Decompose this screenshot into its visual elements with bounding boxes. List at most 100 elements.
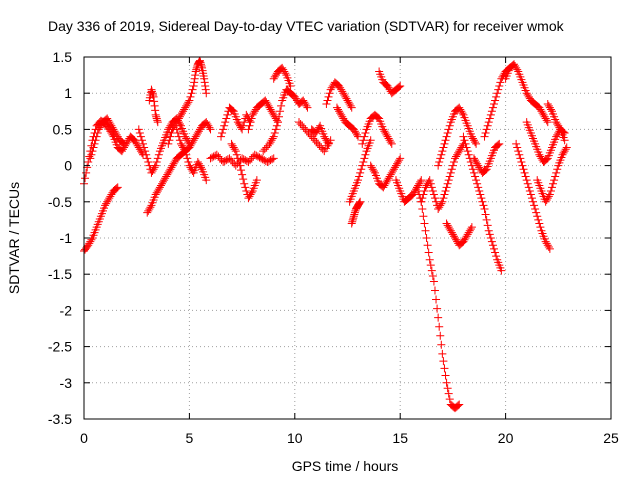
data-point (190, 74, 199, 83)
data-point (266, 138, 275, 147)
data-point (553, 119, 562, 128)
data-point (543, 100, 552, 109)
data-point (479, 201, 488, 210)
data-point (436, 154, 445, 163)
series-track-t (347, 197, 365, 228)
data-point (107, 190, 116, 199)
data-point (358, 161, 367, 170)
data-point (530, 201, 539, 210)
data-point (187, 89, 196, 98)
data-point (268, 155, 277, 164)
data-point (461, 234, 470, 242)
data-point (435, 203, 444, 212)
data-point (455, 103, 464, 112)
data-point (472, 176, 481, 185)
data-point (553, 165, 562, 174)
data-point (368, 165, 377, 174)
series-track-aa (434, 103, 481, 170)
data-point (529, 197, 538, 206)
data-point (91, 136, 100, 145)
data-point (420, 186, 429, 195)
data-point (135, 129, 144, 138)
data-point (300, 98, 309, 107)
data-point (238, 170, 247, 179)
data-point (534, 215, 543, 224)
data-point (176, 110, 185, 119)
data-point (112, 184, 121, 193)
data-point (146, 203, 155, 212)
data-point (510, 60, 519, 69)
data-point (347, 219, 356, 228)
data-point (348, 217, 357, 226)
data-point (448, 161, 457, 170)
data-point (232, 150, 241, 159)
data-point (366, 136, 375, 145)
data-point (220, 121, 229, 130)
data-point (167, 163, 176, 172)
data-point (147, 168, 156, 177)
data-point (339, 89, 348, 98)
series-track-n (269, 63, 295, 90)
data-point (189, 136, 198, 145)
grid (84, 57, 611, 419)
data-point (337, 110, 346, 119)
data-point (545, 190, 554, 199)
data-point (430, 194, 439, 203)
data-point (169, 159, 178, 168)
series-track-o (295, 118, 335, 156)
y-tick-label: -1.5 (48, 266, 72, 282)
data-point (350, 208, 359, 217)
data-point (279, 65, 288, 74)
data-point (418, 205, 427, 214)
data-point (261, 96, 270, 105)
data-point (468, 165, 477, 174)
series-track-e (143, 147, 211, 217)
data-point (417, 176, 426, 185)
data-point (286, 81, 295, 90)
data-point (488, 241, 497, 250)
data-point (485, 230, 494, 239)
data-point (427, 266, 436, 275)
series-track-q (322, 78, 356, 112)
data-point (471, 172, 480, 181)
data-point (133, 141, 142, 150)
data-point (468, 134, 477, 143)
data-point (235, 161, 244, 170)
data-point (247, 114, 256, 123)
data-point (218, 129, 227, 138)
data-point (526, 190, 535, 199)
data-point (381, 129, 390, 138)
data-point (542, 155, 551, 164)
data-point (342, 94, 351, 103)
data-point (428, 186, 437, 195)
data-point (84, 241, 93, 250)
data-point (444, 223, 453, 232)
data-point (130, 136, 139, 145)
y-tick-label: 0 (64, 158, 72, 174)
data-point (396, 81, 405, 90)
data-point (222, 114, 231, 123)
data-point (369, 167, 378, 176)
data-point (320, 132, 329, 141)
data-point (453, 150, 462, 159)
data-point (497, 266, 506, 275)
data-point (204, 121, 213, 130)
data-point (166, 132, 175, 141)
data-point (463, 147, 472, 156)
data-point (175, 112, 184, 121)
data-point (188, 85, 197, 94)
data-point (355, 198, 364, 207)
data-point (496, 78, 505, 87)
data-point (560, 136, 569, 145)
data-point (190, 78, 199, 87)
data-point (467, 223, 476, 232)
data-point (391, 161, 400, 170)
data-point (490, 244, 499, 253)
data-point (482, 125, 491, 134)
data-point (88, 147, 97, 156)
data-point (176, 139, 185, 148)
data-point (552, 168, 561, 177)
data-point (188, 138, 197, 147)
data-point (185, 96, 194, 105)
data-point (326, 85, 335, 94)
